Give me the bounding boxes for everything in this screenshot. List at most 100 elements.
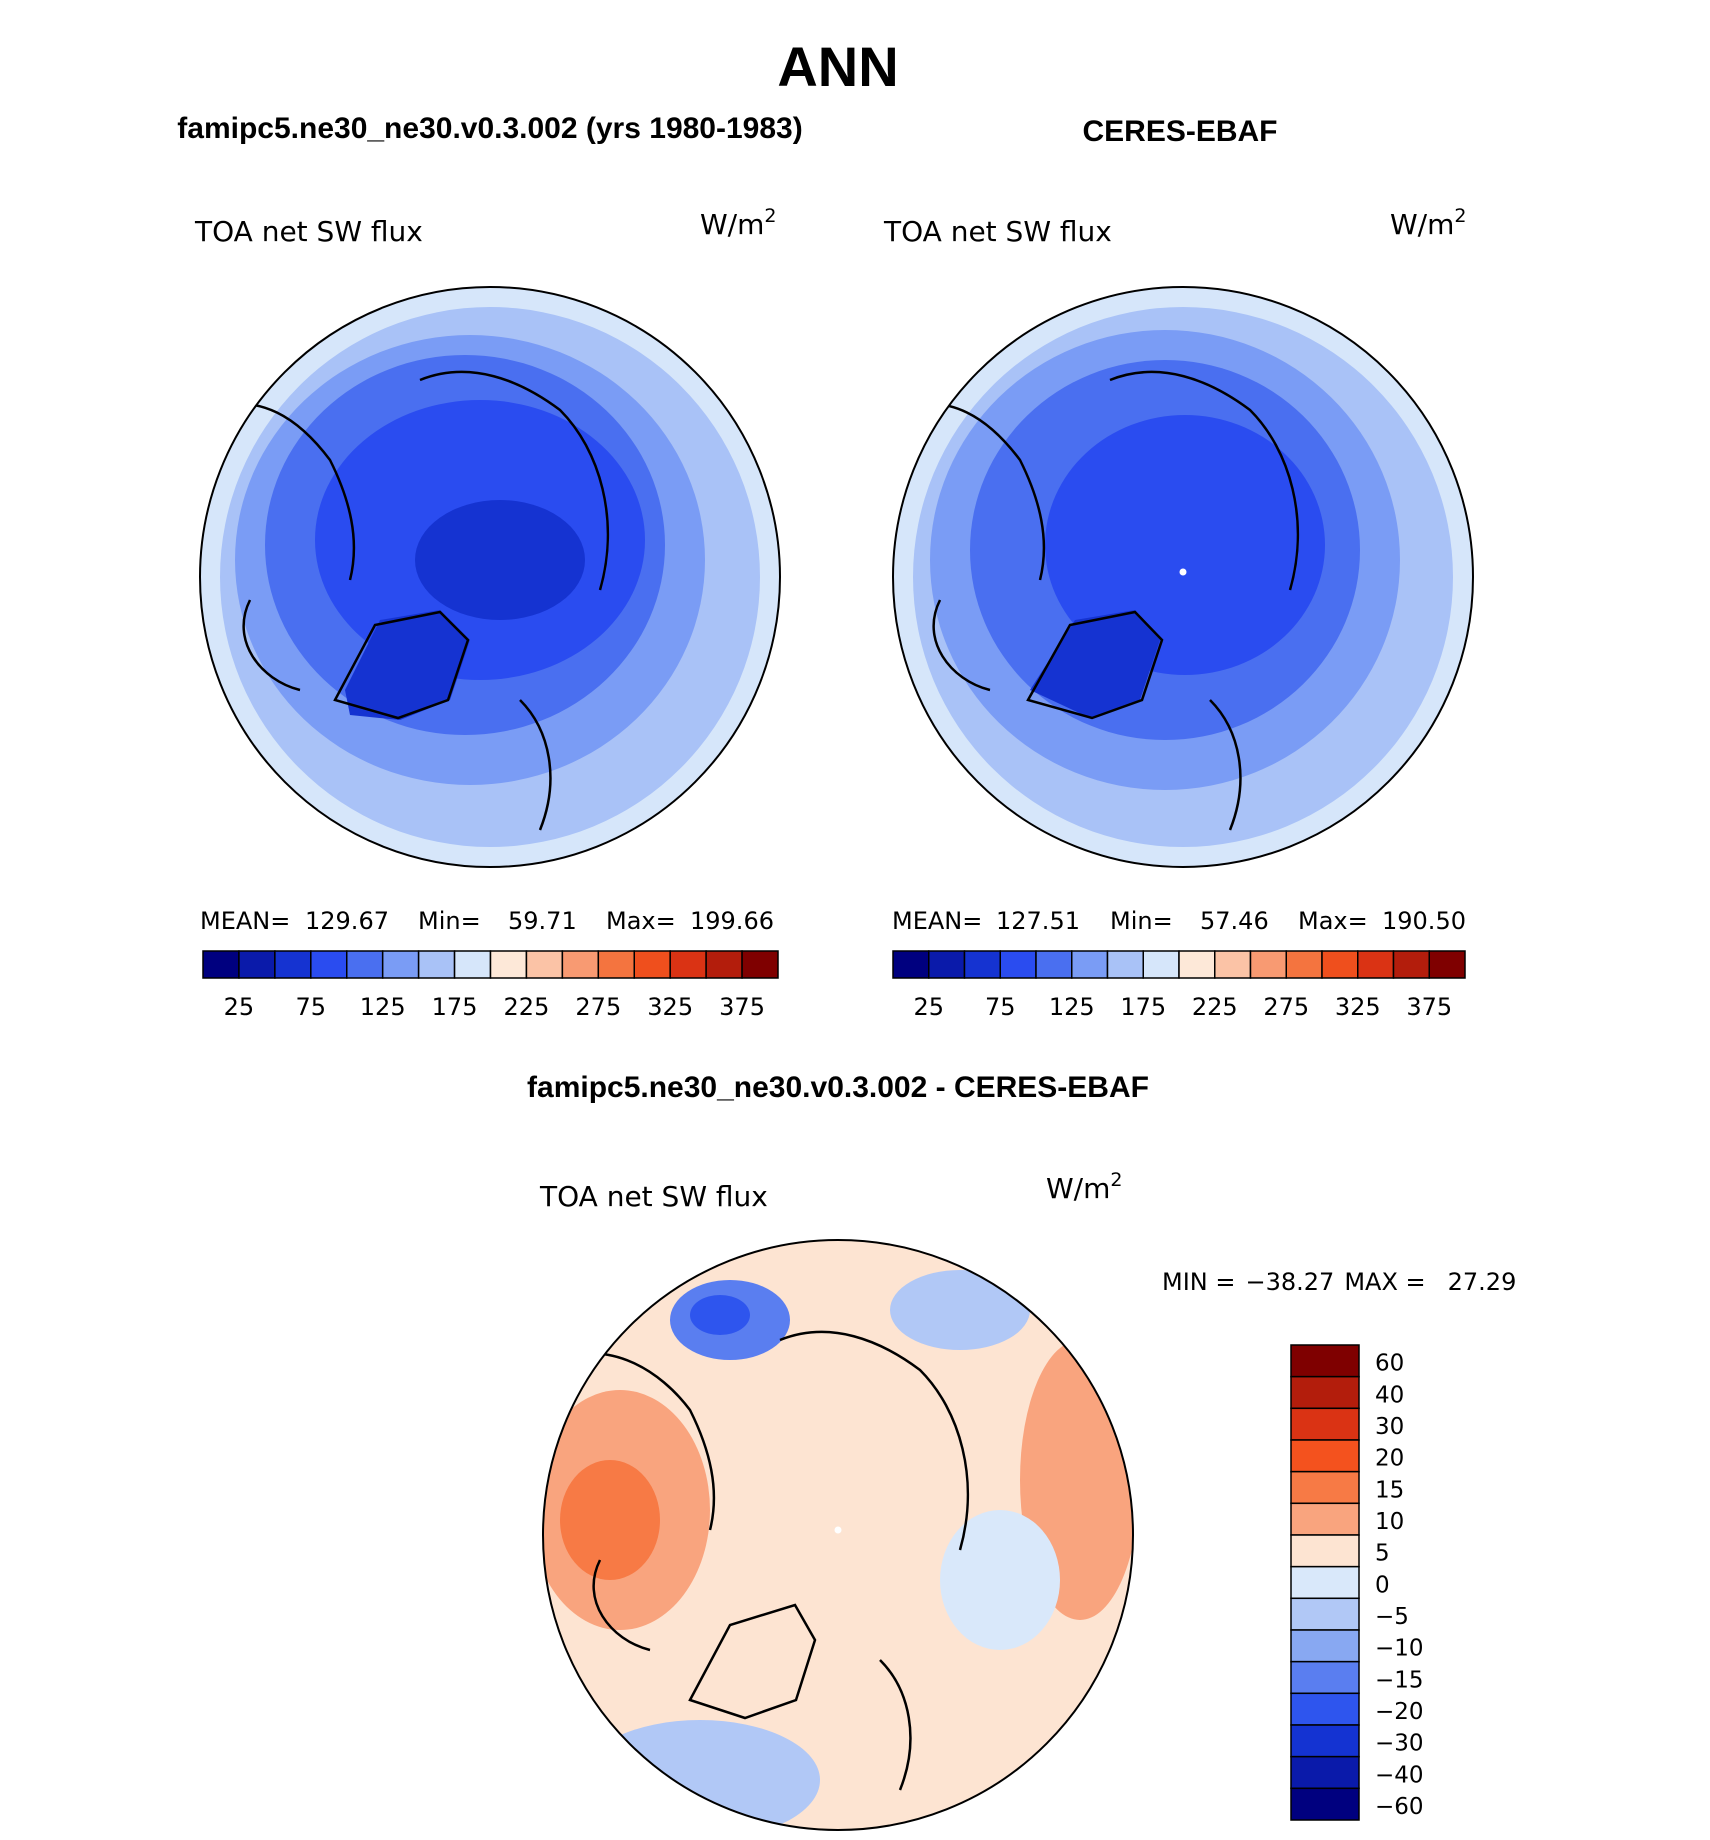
colorbar-obs-swatch [1214, 950, 1252, 979]
panel-model-units: W/m2 [700, 205, 777, 241]
colorbar-diff-swatch [1290, 1692, 1360, 1726]
colorbar-model-tick-label: 325 [647, 993, 693, 1021]
colorbar-model-tick-label: 175 [432, 993, 478, 1021]
colorbar-diff-tick-label: −5 [1375, 1604, 1409, 1630]
panel-obs-max-label: Max= [1298, 907, 1368, 935]
panel-obs: CERES-EBAF TOA net SW flux W/m2 MEAN= 12… [883, 115, 1474, 1021]
colorbar-obs-tick-label: 225 [1192, 993, 1238, 1021]
panel-model-max-label: Max= [606, 907, 676, 935]
colorbar-diff-tick-label: −60 [1375, 1794, 1424, 1820]
colorbar-model-swatch [381, 950, 420, 979]
colorbar-diff-swatch [1290, 1344, 1360, 1378]
colorbar-model-swatch [633, 950, 671, 979]
panel-model-units-sup: 2 [764, 205, 776, 227]
colorbar-diff-swatch [1290, 1597, 1360, 1631]
colorbar-diff-swatch [1290, 1565, 1360, 1600]
main-title: ANN [777, 35, 898, 98]
colorbar-model-tick-label: 375 [719, 993, 765, 1021]
colorbar-diff-tick-label: 10 [1375, 1509, 1404, 1535]
panel-diff: famipc5.ne30_ne30.v0.3.002 - CERES-EBAF … [527, 1071, 1516, 1831]
colorbar-obs-swatch [1285, 950, 1323, 979]
polar-map-obs [893, 287, 1473, 867]
colorbar-model-swatch [202, 950, 240, 979]
panel-diff-units-base: W/m [1046, 1172, 1110, 1205]
colorbar-obs-swatch [892, 950, 930, 979]
panel-model-min-label: Min= [418, 907, 481, 935]
colorbar-model-swatch [561, 950, 600, 979]
panel-model: famipc5.ne30_ne30.v0.3.002 (yrs 1980-198… [177, 112, 802, 1021]
colorbar-obs-tick-label: 25 [913, 993, 944, 1021]
colorbar-model-swatch [741, 950, 779, 979]
colorbar-model-tick-label: 75 [296, 993, 327, 1021]
colorbar-model-swatch [274, 950, 312, 979]
colorbar-model-tick-label: 225 [504, 993, 550, 1021]
panel-model-units-base: W/m [700, 208, 764, 241]
colorbar-diff-swatch [1290, 1375, 1360, 1410]
colorbar-obs-tick-label: 75 [985, 993, 1016, 1021]
polar-map-model-border [199, 286, 781, 868]
panel-obs-mean-label: MEAN= [892, 907, 982, 935]
colorbar-diff-tick-label: 20 [1375, 1446, 1404, 1472]
colorbar-diff-swatch [1290, 1755, 1360, 1790]
colorbar-obs-swatch [1035, 950, 1073, 979]
colorbar-model: 25 75 125 175 225 275 325 375 [202, 950, 779, 1021]
colorbar-obs: 25 75 125 175 225 275 325 375 [892, 950, 1466, 1021]
panel-diff-field-label: TOA net SW flux [539, 1180, 768, 1213]
colorbar-model-swatch [346, 950, 384, 979]
colorbar-obs-swatch [1249, 950, 1287, 979]
panel-diff-heading: famipc5.ne30_ne30.v0.3.002 - CERES-EBAF [527, 1071, 1149, 1104]
panel-obs-heading: CERES-EBAF [1082, 115, 1277, 148]
colorbar-model-swatch [705, 950, 743, 979]
colorbar-model-swatch [525, 950, 564, 979]
panel-diff-max-value: 27.29 [1448, 1268, 1517, 1296]
panel-model-mean-value: 129.67 [305, 907, 389, 935]
panel-diff-range: MIN = −38.27 MAX = 27.29 [1162, 1268, 1516, 1296]
colorbar-diff-swatch [1290, 1724, 1360, 1758]
colorbar-diff-tick-label: 15 [1375, 1477, 1404, 1503]
colorbar-diff-tick-label: −10 [1375, 1636, 1424, 1662]
colorbar-model-swatch [489, 950, 528, 979]
colorbar-obs-tick-label: 275 [1263, 993, 1309, 1021]
panel-model-field-label: TOA net SW flux [194, 215, 423, 248]
colorbar-diff-tick-label: 60 [1375, 1351, 1404, 1377]
panel-model-mean-label: MEAN= [200, 907, 290, 935]
panel-obs-field-label: TOA net SW flux [883, 215, 1112, 248]
colorbar-diff-swatch [1290, 1439, 1360, 1473]
colorbar-obs-swatch [1392, 950, 1430, 979]
colorbar-model-swatch [597, 950, 635, 979]
colorbar-diff-tick-label: −40 [1375, 1762, 1424, 1788]
panel-obs-mean-value: 127.51 [996, 907, 1080, 935]
colorbar-model-swatch [417, 950, 456, 979]
colorbar-obs-swatch [1357, 950, 1395, 979]
colorbar-diff-tick-label: −30 [1375, 1731, 1424, 1757]
colorbar-obs-tick-label: 175 [1120, 993, 1166, 1021]
colorbar-obs-swatch [1321, 950, 1359, 979]
panel-obs-min-label: Min= [1110, 907, 1173, 935]
polar-map-diff-border [542, 1239, 1134, 1831]
colorbar-diff-tick-label: −20 [1375, 1699, 1424, 1725]
colorbar-obs-swatch [999, 950, 1037, 979]
panel-model-heading: famipc5.ne30_ne30.v0.3.002 (yrs 1980-198… [177, 112, 802, 145]
colorbar-obs-swatch [1178, 950, 1216, 979]
panel-diff-min-value: −38.27 [1245, 1268, 1334, 1296]
colorbar-obs-swatch [1071, 950, 1109, 979]
colorbar-diff-tick-label: −15 [1375, 1667, 1424, 1693]
colorbar-obs-swatch [928, 950, 966, 979]
colorbar-obs-tick-label: 375 [1406, 993, 1452, 1021]
colorbar-diff-swatch [1290, 1787, 1360, 1821]
colorbar-diff-swatch [1290, 1502, 1360, 1536]
panel-diff-min-label: MIN = [1162, 1268, 1235, 1296]
colorbar-obs-swatch [963, 950, 1001, 979]
panel-obs-units-sup: 2 [1454, 205, 1466, 227]
colorbar-diff-swatch [1290, 1660, 1360, 1695]
polar-map-model [200, 287, 780, 867]
colorbar-model-swatch [453, 950, 492, 979]
colorbar-diff-swatch [1290, 1629, 1360, 1663]
colorbar-model-swatch [310, 950, 348, 979]
colorbar-diff-tick-label: 5 [1375, 1541, 1390, 1567]
colorbar-model-tick-label: 275 [575, 993, 621, 1021]
polar-map-obs-border [892, 286, 1474, 868]
colorbar-diff-tick-label: 30 [1375, 1414, 1404, 1440]
colorbar-model-swatch [238, 950, 276, 979]
